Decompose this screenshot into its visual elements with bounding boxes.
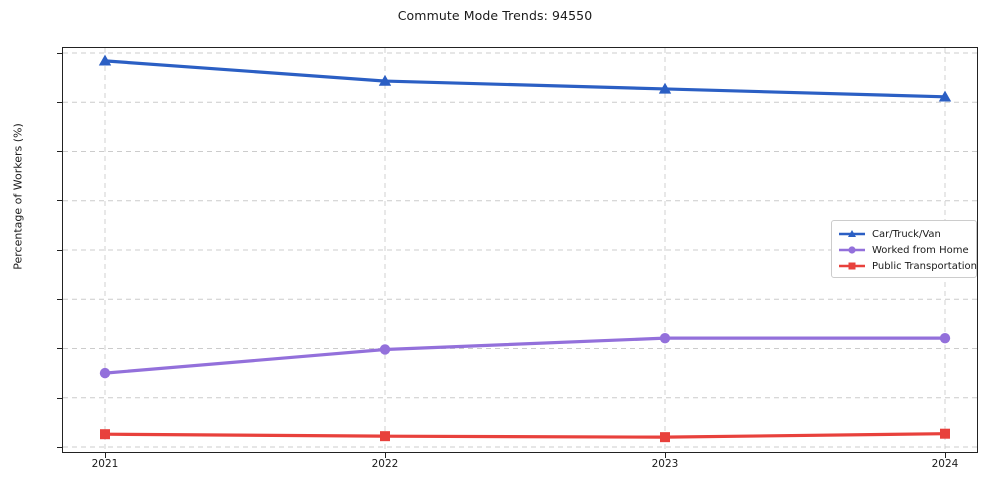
legend-label-car-truck-van: Car/Truck/Van [872,228,941,240]
y-tick-mark [57,200,62,201]
legend-label-worked-from-home: Worked from Home [872,244,969,256]
y-tick-mark [57,348,62,349]
legend-item-worked-from-home[interactable]: Worked from Home [838,242,970,258]
chart-title: Commute Mode Trends: 94550 [397,8,593,23]
y-tick-mark [57,151,62,152]
y-tick-mark [57,250,62,251]
y-tick-mark [57,102,62,103]
legend-label-public-transportation: Public Transportation [872,260,977,272]
legend-swatch-public-transportation [839,262,865,270]
legend-item-car-truck-van[interactable]: Car/Truck/Van [838,226,970,242]
legend-item-public-transportation[interactable]: Public Transportation [838,258,977,274]
y-tick-mark [57,447,62,448]
y-tick-mark [57,299,62,300]
x-tick-mark [665,453,666,458]
x-tick-label-2021: 2021 [91,458,119,470]
y-axis-label: Percentage of Workers (%) [11,123,25,270]
legend-swatch-car-truck-van [839,230,865,237]
y-tick-mark [57,53,62,54]
y-tick-mark [57,398,62,399]
legend-swatch-worked-from-home [839,246,865,254]
x-tick-mark [945,453,946,458]
x-tick-label-2022: 2022 [371,458,399,470]
x-tick-label-2023: 2023 [651,458,679,470]
x-tick-mark [105,453,106,458]
x-tick-label-2024: 2024 [931,458,959,470]
x-tick-mark [385,453,386,458]
chart-legend[interactable]: Car/Truck/Van Worked from Home Public Tr… [831,220,977,278]
